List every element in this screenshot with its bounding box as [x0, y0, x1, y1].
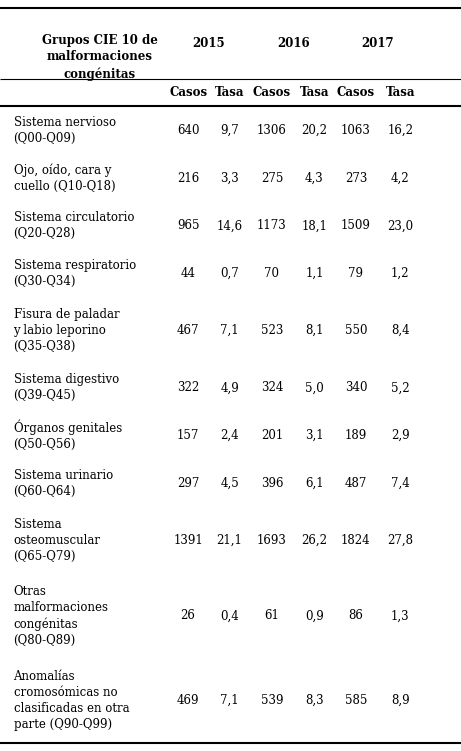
Text: Tasa: Tasa: [300, 86, 329, 99]
Text: 1173: 1173: [257, 219, 287, 232]
Text: 585: 585: [345, 694, 367, 707]
Text: Sistema respiratorio
(Q30-Q34): Sistema respiratorio (Q30-Q34): [13, 259, 136, 288]
Text: Casos: Casos: [253, 86, 291, 99]
Text: Ojo, oído, cara y
cuello (Q10-Q18): Ojo, oído, cara y cuello (Q10-Q18): [13, 163, 115, 193]
Text: Sistema circulatorio
(Q20-Q28): Sistema circulatorio (Q20-Q28): [13, 211, 134, 240]
Text: 1693: 1693: [257, 534, 287, 547]
Text: 1391: 1391: [173, 534, 203, 547]
Text: Órganos genitales
(Q50-Q56): Órganos genitales (Q50-Q56): [13, 420, 122, 451]
Text: 8,3: 8,3: [305, 694, 324, 707]
Text: 0,4: 0,4: [220, 610, 239, 623]
Text: 6,1: 6,1: [305, 477, 324, 490]
Text: 86: 86: [349, 610, 363, 623]
Text: 9,7: 9,7: [220, 124, 239, 137]
Text: Casos: Casos: [169, 86, 207, 99]
Text: 216: 216: [177, 171, 199, 185]
Text: 2,4: 2,4: [220, 429, 239, 442]
Text: 523: 523: [261, 324, 283, 337]
Text: 487: 487: [345, 477, 367, 490]
Text: 61: 61: [265, 610, 279, 623]
Text: 4,5: 4,5: [220, 477, 239, 490]
Text: 44: 44: [181, 267, 195, 280]
Text: 79: 79: [349, 267, 363, 280]
Text: Sistema digestivo
(Q39-Q45): Sistema digestivo (Q39-Q45): [13, 373, 119, 403]
Text: 8,9: 8,9: [391, 694, 409, 707]
Text: Grupos CIE 10 de
malformaciones
congénitas: Grupos CIE 10 de malformaciones congénit…: [42, 34, 158, 80]
Text: 275: 275: [261, 171, 283, 185]
Text: 20,2: 20,2: [301, 124, 327, 137]
Text: 1,3: 1,3: [391, 610, 409, 623]
Text: 18,1: 18,1: [301, 219, 327, 232]
Text: 2,9: 2,9: [391, 429, 409, 442]
Text: 0,7: 0,7: [220, 267, 239, 280]
Text: Sistema urinario
(Q60-Q64): Sistema urinario (Q60-Q64): [13, 469, 113, 498]
Text: 4,3: 4,3: [305, 171, 324, 185]
Text: 1306: 1306: [257, 124, 287, 137]
Text: 1063: 1063: [341, 124, 371, 137]
Text: Otras
malformaciones
congénitas
(Q80-Q89): Otras malformaciones congénitas (Q80-Q89…: [13, 585, 108, 647]
Text: 322: 322: [177, 382, 199, 394]
Text: 1509: 1509: [341, 219, 371, 232]
Text: 7,1: 7,1: [220, 324, 239, 337]
Text: 2016: 2016: [277, 37, 309, 50]
Text: 21,1: 21,1: [217, 534, 242, 547]
Text: Tasa: Tasa: [215, 86, 244, 99]
Text: 0,9: 0,9: [305, 610, 324, 623]
Text: 550: 550: [345, 324, 367, 337]
Text: 4,9: 4,9: [220, 382, 239, 394]
Text: 1824: 1824: [341, 534, 371, 547]
Text: 273: 273: [345, 171, 367, 185]
Text: Fisura de paladar
y labio leporino
(Q35-Q38): Fisura de paladar y labio leporino (Q35-…: [13, 308, 119, 353]
Text: 23,0: 23,0: [387, 219, 413, 232]
Text: 26: 26: [181, 610, 195, 623]
Text: 297: 297: [177, 477, 199, 490]
Text: 324: 324: [261, 382, 283, 394]
Text: 2017: 2017: [362, 37, 394, 50]
Text: 189: 189: [345, 429, 367, 442]
Text: Sistema
osteomuscular
(Q65-Q79): Sistema osteomuscular (Q65-Q79): [13, 518, 100, 563]
Text: 157: 157: [177, 429, 199, 442]
Text: Sistema nervioso
(Q00-Q09): Sistema nervioso (Q00-Q09): [13, 116, 116, 145]
Text: 1,2: 1,2: [391, 267, 409, 280]
Text: 467: 467: [177, 324, 199, 337]
Text: 14,6: 14,6: [217, 219, 242, 232]
Text: 7,4: 7,4: [391, 477, 409, 490]
Text: 539: 539: [261, 694, 283, 707]
Text: 4,2: 4,2: [391, 171, 409, 185]
Text: 201: 201: [261, 429, 283, 442]
Text: 8,4: 8,4: [391, 324, 409, 337]
Text: 640: 640: [177, 124, 199, 137]
Text: 8,1: 8,1: [305, 324, 324, 337]
Text: Anomalías
cromosómicas no
clasificadas en otra
parte (Q90-Q99): Anomalías cromosómicas no clasificadas e…: [13, 670, 129, 731]
Text: 1,1: 1,1: [305, 267, 324, 280]
Text: 396: 396: [261, 477, 283, 490]
Text: 2015: 2015: [193, 37, 225, 50]
Text: 3,1: 3,1: [305, 429, 324, 442]
Text: 26,2: 26,2: [301, 534, 327, 547]
Text: Casos: Casos: [337, 86, 375, 99]
Text: 5,0: 5,0: [305, 382, 324, 394]
Text: 70: 70: [265, 267, 279, 280]
Text: 469: 469: [177, 694, 199, 707]
Text: 340: 340: [345, 382, 367, 394]
Text: 27,8: 27,8: [387, 534, 413, 547]
Text: 3,3: 3,3: [220, 171, 239, 185]
Text: 16,2: 16,2: [387, 124, 413, 137]
Text: 7,1: 7,1: [220, 694, 239, 707]
Text: 5,2: 5,2: [391, 382, 409, 394]
Text: Tasa: Tasa: [385, 86, 415, 99]
Text: 965: 965: [177, 219, 199, 232]
